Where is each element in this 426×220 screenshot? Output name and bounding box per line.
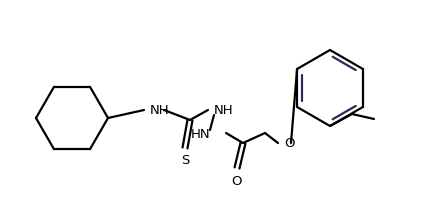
Text: O: O bbox=[284, 136, 294, 150]
Text: NH: NH bbox=[214, 103, 233, 117]
Text: O: O bbox=[232, 175, 242, 188]
Text: S: S bbox=[181, 154, 189, 167]
Text: HN: HN bbox=[190, 128, 210, 141]
Text: NH: NH bbox=[150, 103, 170, 117]
